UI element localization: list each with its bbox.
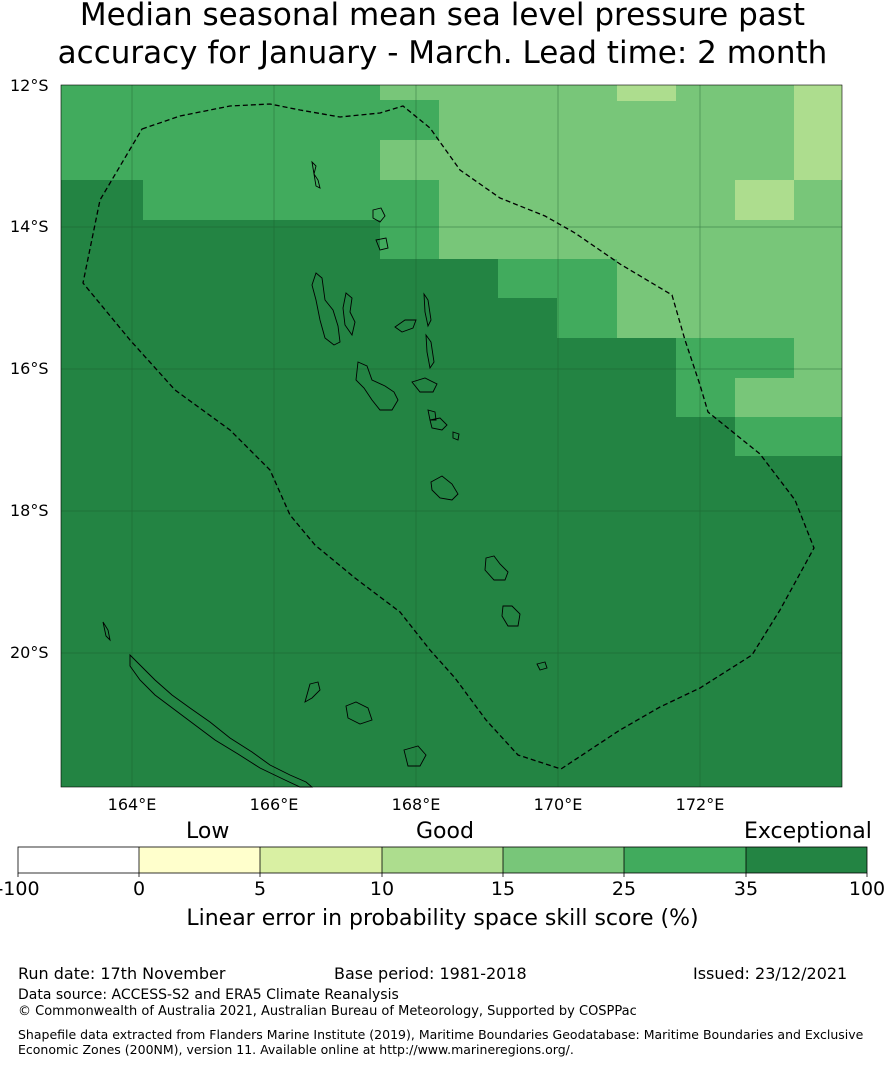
island-aneityum — [536, 661, 548, 671]
base-period: Base period: 1981-2018 — [334, 964, 527, 983]
lat-label-12s: 12°S — [10, 76, 49, 95]
skill-patch-25-35-g — [735, 417, 842, 456]
lon-label-168e: 168°E — [391, 795, 441, 814]
colorbar-axis-label: Linear error in probability space skill … — [186, 906, 699, 931]
colorbar-swatch-1 — [139, 847, 260, 873]
colorbar-category-good: Good — [416, 819, 474, 844]
colorbar-swatch-5 — [624, 847, 746, 873]
lat-label-18s: 18°S — [10, 501, 49, 520]
copyright: © Commonwealth of Australia 2021, Austra… — [18, 1004, 637, 1019]
map-frame — [60, 84, 843, 788]
colorbar-tick-25: 25 — [611, 878, 637, 900]
issued-date: Issued: 23/12/2021 — [693, 964, 848, 983]
run-date: Run date: 17th November — [18, 964, 226, 983]
island-tanna — [501, 605, 521, 627]
skill-patch-35-a — [61, 220, 380, 259]
skill-patch-25-35-c — [498, 259, 617, 298]
colorbar — [17, 846, 868, 877]
skill-patch-25-35-b — [380, 100, 439, 140]
colorbar-category-exceptional: Exceptional — [744, 819, 872, 844]
skill-region-15-25 — [380, 85, 842, 417]
colorbar-swatch-3 — [382, 847, 503, 873]
island-paama — [427, 409, 437, 421]
lon-label-166e: 166°E — [249, 795, 299, 814]
skill-map — [60, 84, 843, 788]
island-malakula — [355, 361, 399, 411]
island-ouvea — [304, 681, 321, 703]
skill-patch-35-b — [61, 180, 143, 220]
island-pentecost — [425, 333, 435, 370]
lon-label-170e: 170°E — [533, 795, 583, 814]
colorbar-tick-35: 35 — [733, 878, 759, 900]
skill-patch-25-35-d — [557, 298, 617, 338]
colorbar-tick-15: 15 — [490, 878, 516, 900]
skill-patch-10-15-c — [735, 180, 794, 220]
skill-patch-25-35-f — [676, 378, 735, 417]
lat-label-16s: 16°S — [10, 359, 49, 378]
title-line-1: Median seasonal mean sea level pressure … — [79, 0, 806, 33]
island-gaua — [375, 237, 389, 251]
island-malo — [342, 292, 356, 337]
island-efate — [430, 475, 459, 501]
colorbar-category-low: Low — [186, 819, 230, 844]
colorbar-tick-100: 100 — [848, 878, 885, 900]
island-espiritu-santo — [311, 272, 341, 346]
colorbar-swatch-0 — [18, 847, 139, 873]
island-maewo — [423, 292, 432, 328]
colorbar-tick-5: 5 — [253, 878, 267, 900]
skill-patch-10-15-b — [794, 85, 842, 180]
colorbar-tick-10: 10 — [369, 878, 395, 900]
island-lifou — [345, 701, 373, 725]
island-ambae — [394, 319, 417, 333]
colorbar-tick-neg100: -100 — [0, 878, 40, 900]
graticule — [61, 85, 842, 787]
island-erromango — [484, 555, 509, 581]
map-title: Median seasonal mean sea level pressure … — [0, 0, 885, 72]
title-line-2: accuracy for January - March. Lead time:… — [57, 35, 828, 71]
island-torres — [311, 160, 321, 189]
skill-patch-25-35-a — [380, 180, 439, 259]
island-vanua-lava — [372, 207, 386, 223]
island-mare — [403, 745, 427, 767]
colorbar-swatch-4 — [503, 847, 624, 873]
data-source: Data source: ACCESS-S2 and ERA5 Climate … — [18, 987, 399, 1003]
lat-label-20s: 20°S — [10, 643, 49, 662]
skill-patch-10-15-a — [617, 85, 676, 101]
island-epi — [429, 417, 448, 431]
island-shepherds — [452, 431, 460, 441]
colorbar-swatch-6 — [746, 847, 867, 873]
island-ambrym — [411, 377, 438, 393]
skill-patch-25-35-e — [676, 338, 794, 378]
island-belep — [102, 621, 111, 642]
lat-label-14s: 14°S — [10, 217, 49, 236]
skill-region-25-35 — [61, 85, 842, 456]
lon-label-172e: 172°E — [675, 795, 725, 814]
lon-label-164e: 164°E — [107, 795, 157, 814]
colorbar-swatch-2 — [260, 847, 382, 873]
colorbar-tick-0: 0 — [132, 878, 146, 900]
shapefile-note: Shapefile data extracted from Flanders M… — [18, 1027, 864, 1057]
